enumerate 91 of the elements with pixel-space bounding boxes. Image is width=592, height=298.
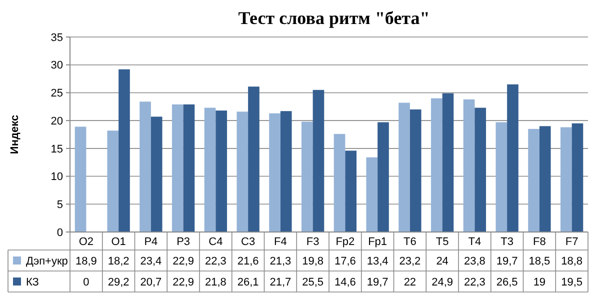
x-tick-label: T6	[404, 236, 416, 248]
bar	[172, 104, 184, 232]
bar	[345, 150, 357, 232]
bar	[507, 84, 518, 232]
y-tick-label: 10	[50, 171, 63, 184]
x-tick-label: P4	[144, 236, 158, 248]
data-label: 18,5	[528, 255, 550, 268]
data-label: 21,3	[270, 255, 292, 268]
bar	[107, 130, 119, 232]
x-tick-label: T4	[468, 236, 482, 248]
bar	[183, 104, 195, 232]
bar	[312, 90, 324, 232]
data-label: 22	[404, 276, 416, 288]
y-tick-label: 20	[50, 115, 63, 128]
data-label: 24,9	[432, 276, 454, 288]
data-label: 22,9	[172, 276, 194, 288]
bar	[248, 86, 260, 232]
data-label: 22,3	[464, 276, 486, 288]
bar	[463, 99, 475, 232]
bar	[366, 157, 378, 232]
y-axis-title: Индекс	[9, 114, 21, 154]
bar	[301, 122, 313, 232]
y-tick-label: 30	[50, 60, 63, 72]
bar	[150, 116, 162, 232]
x-tick-label: F3	[306, 236, 320, 248]
bar	[539, 126, 551, 232]
data-label: 23,2	[399, 255, 421, 268]
data-label: 19,7	[496, 255, 518, 268]
chart-title: Тест слова ритм "бета"	[238, 8, 430, 28]
bar	[442, 93, 454, 232]
bar	[496, 122, 508, 232]
x-tick-label: T3	[500, 236, 514, 248]
x-tick-label: F8	[533, 236, 546, 248]
x-tick-label: P3	[176, 236, 190, 248]
data-label: 18,8	[561, 255, 583, 268]
bar	[410, 109, 422, 232]
data-label: 29,2	[108, 276, 130, 288]
y-tick-label: 25	[50, 88, 63, 100]
x-tick-label: C3	[241, 236, 256, 248]
bar	[378, 122, 389, 232]
legend-label: КЗ	[26, 276, 40, 288]
data-label: 0	[83, 276, 90, 288]
x-tick-label: Fp1	[368, 236, 388, 248]
bar	[118, 69, 130, 232]
data-label: 17,6	[334, 255, 356, 268]
bar	[398, 102, 410, 232]
bar	[528, 128, 540, 232]
x-tick-label: C4	[208, 236, 223, 248]
data-label: 20,7	[140, 276, 162, 288]
data-label: 19,5	[561, 276, 583, 288]
bar	[236, 112, 248, 232]
data-label: 23,4	[140, 255, 162, 268]
data-label: 21,8	[204, 276, 226, 288]
y-tick-label: 0	[56, 226, 63, 239]
data-label: 25,5	[302, 276, 324, 288]
bar	[204, 108, 216, 232]
legend-label: Дэп+укр	[26, 255, 68, 268]
bar	[572, 123, 584, 232]
y-tick-label: 5	[56, 198, 63, 211]
x-tick-label: Fp2	[336, 236, 355, 248]
data-label: 18,2	[108, 255, 130, 268]
bar	[334, 134, 346, 232]
x-tick-label: O2	[78, 236, 94, 248]
x-tick-label: F7	[565, 236, 578, 248]
data-label: 23,8	[464, 255, 486, 268]
bar	[474, 108, 486, 232]
data-label: 26,5	[496, 276, 518, 288]
x-tick-label: T5	[436, 236, 449, 248]
data-label: 13,4	[366, 255, 388, 268]
data-label: 18,9	[75, 255, 97, 268]
bar	[269, 113, 280, 232]
data-label: 21,6	[237, 255, 259, 268]
bar	[430, 98, 442, 232]
data-label: 21,7	[270, 276, 292, 288]
bar	[74, 126, 86, 232]
bar	[140, 102, 151, 232]
data-label: 19,8	[302, 255, 324, 268]
data-label: 14,6	[334, 276, 356, 288]
bar	[216, 110, 228, 232]
x-tick-label: F4	[274, 236, 287, 248]
y-tick-label: 35	[50, 32, 63, 44]
data-label: 22,9	[172, 255, 194, 268]
data-label: 19,7	[366, 276, 388, 288]
data-label: 26,1	[237, 276, 259, 288]
bar	[560, 127, 572, 232]
y-tick-label: 15	[50, 143, 63, 156]
x-tick-label: O1	[111, 236, 126, 248]
bar	[280, 111, 292, 232]
data-label: 24	[436, 255, 448, 268]
data-label: 22,3	[204, 255, 226, 268]
data-label: 19	[533, 276, 546, 288]
